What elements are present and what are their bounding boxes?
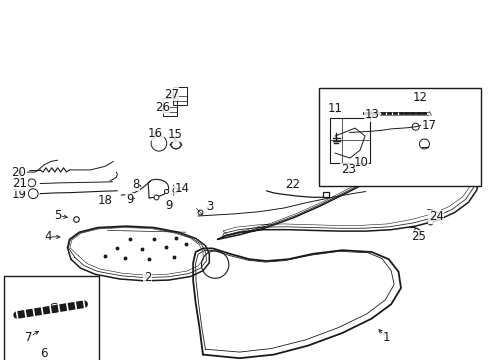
Text: 26: 26 (155, 101, 169, 114)
Bar (4, 276, 99, 360)
Text: 9: 9 (164, 199, 172, 212)
Text: 2: 2 (143, 271, 151, 284)
Text: 4: 4 (44, 230, 52, 243)
Text: 9: 9 (125, 193, 133, 206)
Text: 12: 12 (412, 91, 427, 104)
Text: 5: 5 (54, 209, 61, 222)
Text: 18: 18 (98, 194, 112, 207)
Text: 3: 3 (206, 201, 214, 213)
Text: 6: 6 (40, 347, 48, 360)
Text: 17: 17 (421, 119, 436, 132)
Text: 24: 24 (428, 210, 443, 223)
Text: 16: 16 (148, 127, 163, 140)
Text: 23: 23 (340, 163, 355, 176)
Bar (173, 87, 186, 105)
Bar (163, 98, 177, 116)
Text: 8: 8 (132, 178, 140, 191)
Text: 22: 22 (285, 178, 299, 191)
Text: 20: 20 (11, 166, 26, 179)
Text: 19: 19 (12, 188, 27, 201)
Text: 25: 25 (410, 230, 425, 243)
Text: 21: 21 (12, 177, 27, 190)
Text: 15: 15 (167, 129, 182, 141)
Text: 14: 14 (174, 183, 189, 195)
Text: 7: 7 (24, 331, 32, 344)
Bar (318, 88, 480, 186)
Text: 10: 10 (353, 156, 367, 169)
Text: 27: 27 (163, 88, 178, 101)
Bar (329, 118, 369, 163)
Text: 11: 11 (327, 102, 342, 115)
Text: 1: 1 (382, 331, 389, 344)
Text: 13: 13 (364, 108, 378, 121)
